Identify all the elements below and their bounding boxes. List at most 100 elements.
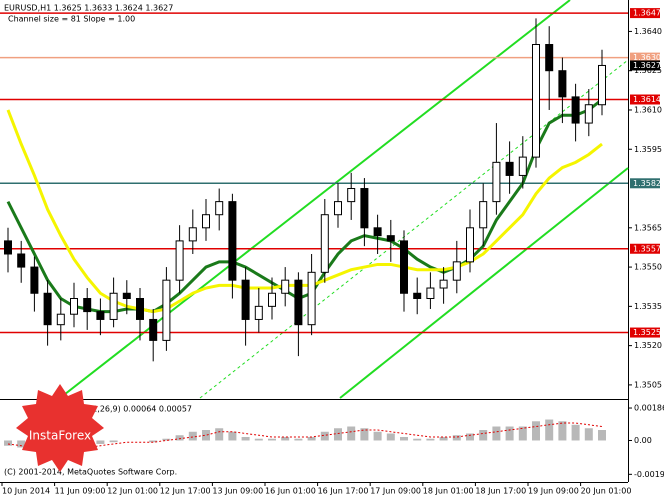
candle-body: [70, 298, 78, 315]
macd-bar: [175, 435, 184, 441]
macd-bar: [518, 426, 527, 441]
macd-bar: [400, 436, 408, 441]
candle-body: [360, 188, 369, 229]
macd-bar: [202, 430, 210, 441]
macd-bar: [228, 431, 237, 441]
candle-body: [281, 279, 290, 294]
y2-tick-label: -0.00194: [634, 470, 664, 479]
y-tick-label: 1.3610: [634, 105, 662, 114]
candle-body: [584, 104, 593, 124]
macd-bar: [254, 438, 263, 441]
logo-text: InstaForex: [29, 429, 91, 443]
last-price-box: [630, 60, 660, 71]
candle-body: [175, 240, 184, 281]
y2-tick-label: 0.00: [634, 436, 652, 445]
x-tick-label: 12 Jun 17:00: [160, 487, 211, 496]
macd-bar: [162, 438, 171, 441]
level-box: [630, 8, 660, 19]
candle-body: [479, 201, 488, 229]
candle-body: [109, 292, 118, 320]
level-box: [630, 243, 660, 254]
y-tick-label: 1.3565: [634, 223, 662, 232]
level-box: [630, 178, 660, 189]
candle-body: [136, 298, 144, 320]
candle-body: [4, 240, 12, 255]
channel-upper: [59, 0, 571, 399]
macd-bar: [347, 426, 356, 441]
macd-bar: [439, 436, 448, 441]
candle-body: [558, 70, 567, 98]
macd-bar: [532, 421, 540, 441]
macd-bar: [545, 419, 554, 441]
y-tick-label: 1.3505: [634, 380, 662, 389]
candle-body: [162, 279, 171, 341]
macd-bar: [307, 436, 316, 441]
level-label: 1.3525: [633, 328, 661, 337]
x-tick-label: 20 Jun 01:00: [581, 487, 632, 496]
macd-bar: [334, 428, 342, 441]
macd-bar: [320, 431, 329, 441]
x-tick-label: 16 Jun 17:00: [318, 487, 369, 496]
candle-body: [56, 313, 65, 326]
candle-body: [347, 188, 356, 203]
copyright: (C) 2001-2014, MetaQuotes Software Corp.: [4, 468, 177, 477]
macd-bar: [188, 431, 197, 441]
candle-body: [268, 292, 276, 307]
macd-bar: [584, 428, 593, 441]
macd-bar: [149, 440, 158, 443]
candle-body: [373, 227, 382, 237]
y2-tick-label: 0.00186: [634, 404, 664, 413]
chart-title: EURUSD,H1 1.3625 1.3633 1.3624 1.3627: [4, 4, 173, 13]
macd-bar: [571, 424, 580, 441]
candle-body: [545, 44, 554, 72]
level-label: 1.3582: [633, 179, 661, 188]
macd-bar: [452, 435, 461, 441]
candle-body: [30, 266, 39, 294]
level-label: 1.3614: [633, 95, 661, 104]
candle-body: [413, 292, 422, 299]
macd-bar: [294, 438, 303, 441]
macd-bar: [386, 433, 395, 441]
x-tick-label: 19 Jun 09:00: [528, 487, 579, 496]
y-tick-label: 1.3640: [634, 27, 662, 36]
candle-body: [241, 279, 250, 320]
x-tick-label: 11 Jun 09:00: [55, 487, 106, 496]
macd-bar: [505, 426, 514, 441]
macd-bar: [558, 421, 567, 441]
macd-bar: [268, 438, 276, 441]
macd-bar: [4, 440, 12, 446]
macd-bar: [413, 438, 422, 441]
last-price-label: 1.3627: [633, 61, 661, 70]
candle-body: [505, 161, 514, 176]
candle-body: [215, 201, 224, 216]
y-tick-label: 1.3595: [634, 145, 662, 154]
candle-body: [202, 214, 210, 229]
candle-body: [96, 311, 105, 320]
candle-body: [17, 253, 26, 268]
chart-subtitle: Channel size = 81 Slope = 1.00: [8, 15, 135, 24]
moving-average: [6, 109, 603, 314]
level-box: [630, 52, 660, 63]
candle-body: [452, 261, 461, 281]
x-tick-label: 17 Jun 09:00: [370, 487, 421, 496]
macd-bar: [215, 428, 224, 441]
candle-body: [83, 298, 92, 313]
candle-body: [320, 214, 329, 273]
macd-bar: [241, 436, 250, 441]
logo-badge: [16, 384, 104, 472]
moving-average: [6, 98, 603, 314]
level-box: [630, 94, 660, 105]
macd-bar: [492, 426, 501, 441]
x-tick-label: 13 Jun 09:00: [212, 487, 263, 496]
level-label: 1.3647: [633, 9, 661, 18]
x-tick-label: 18 Jun 01:00: [423, 487, 474, 496]
x-tick-label: 12 Jun 01:00: [107, 487, 158, 496]
macd-bar: [281, 436, 290, 441]
candle-body: [532, 44, 540, 158]
macd-bar: [466, 433, 474, 441]
macd-bar: [426, 438, 435, 441]
candle-body: [307, 271, 316, 326]
candle-body: [386, 235, 395, 242]
candle-body: [426, 287, 435, 299]
